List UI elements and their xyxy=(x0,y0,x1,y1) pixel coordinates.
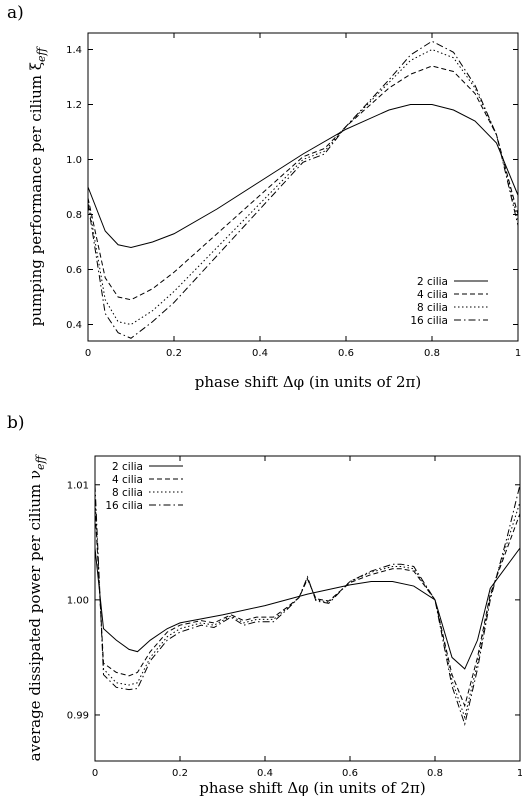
series-group xyxy=(95,484,520,727)
y-tick-label: 1.2 xyxy=(66,100,82,111)
y-tick-label: 0.99 xyxy=(67,710,89,721)
legend-label: 16 cilia xyxy=(410,315,448,327)
x-tick-label: 0.6 xyxy=(338,348,354,359)
y-tick-label: 1.0 xyxy=(66,155,82,166)
panel-label: a) xyxy=(7,3,24,23)
x-tick-label: 0.8 xyxy=(427,768,443,779)
legend-label: 16 cilia xyxy=(105,500,143,512)
x-axis-label: phase shift Δφ (in units of 2π) xyxy=(199,779,425,797)
y-axis-label-main: average dissipated power per cilium ν xyxy=(26,470,44,761)
y-axis-label-main: pumping performance per cilium ξ xyxy=(27,62,45,326)
y-axis-label-subscript: eff xyxy=(35,45,48,62)
series-line-16-cilia xyxy=(88,40,518,339)
legend-label: 2 cilia xyxy=(417,276,448,288)
series-line-4-cilia xyxy=(88,65,518,301)
legend-label: 8 cilia xyxy=(112,487,143,499)
x-axis-label: phase shift Δφ (in units of 2π) xyxy=(195,373,421,391)
x-tick-label: 0.4 xyxy=(257,768,273,779)
chart-panel-a: a) 0 0.2 0.4 0.6 0.8 1 0.4 0.6 0.8 1.0 1.2 1.4 phase … xyxy=(7,3,521,391)
y-tick-label: 1.01 xyxy=(67,480,89,491)
x-tick-label: 0.4 xyxy=(252,348,268,359)
y-axis-label: pumping performance per cilium ξeff xyxy=(27,45,48,326)
legend-label: 2 cilia xyxy=(112,461,143,473)
x-tick-label: 1 xyxy=(515,348,521,359)
y-axis-label-subscript: eff xyxy=(34,453,47,470)
y-tick-label: 0.8 xyxy=(66,210,82,221)
x-tick-label: 0 xyxy=(85,348,91,359)
x-tick-label: 0 xyxy=(92,768,98,779)
x-tick-label: 1 xyxy=(517,768,522,779)
plot-frame xyxy=(94,455,521,762)
series-line-4-cilia xyxy=(95,507,520,708)
x-tick-label: 0.6 xyxy=(342,768,358,779)
plot-frame xyxy=(87,32,519,342)
legend-label: 8 cilia xyxy=(417,302,448,314)
series-line-16-cilia xyxy=(95,484,520,727)
x-tick-label: 0.2 xyxy=(166,348,182,359)
series-line-2-cilia xyxy=(88,104,518,249)
y-tick-label: 1.4 xyxy=(66,45,82,56)
y-axis-label: average dissipated power per cilium νeff xyxy=(26,453,47,761)
series-line-2-cilia xyxy=(95,547,520,670)
legend-label: 4 cilia xyxy=(112,474,143,486)
y-tick-label: 1.00 xyxy=(67,595,89,606)
x-tick-label: 0.8 xyxy=(424,348,440,359)
series-group xyxy=(88,40,518,339)
series-line-8-cilia xyxy=(88,48,518,326)
chart-panel-b: b) 0 0.2 0.4 0.6 0.8 1 0.99 1.00 1.01 phase shift … xyxy=(7,413,522,797)
y-tick-label: 0.4 xyxy=(66,320,82,331)
y-tick-label: 0.6 xyxy=(66,265,82,276)
legend-label: 4 cilia xyxy=(417,289,448,301)
x-tick-label: 0.2 xyxy=(172,768,188,779)
panel-label: b) xyxy=(7,413,25,433)
